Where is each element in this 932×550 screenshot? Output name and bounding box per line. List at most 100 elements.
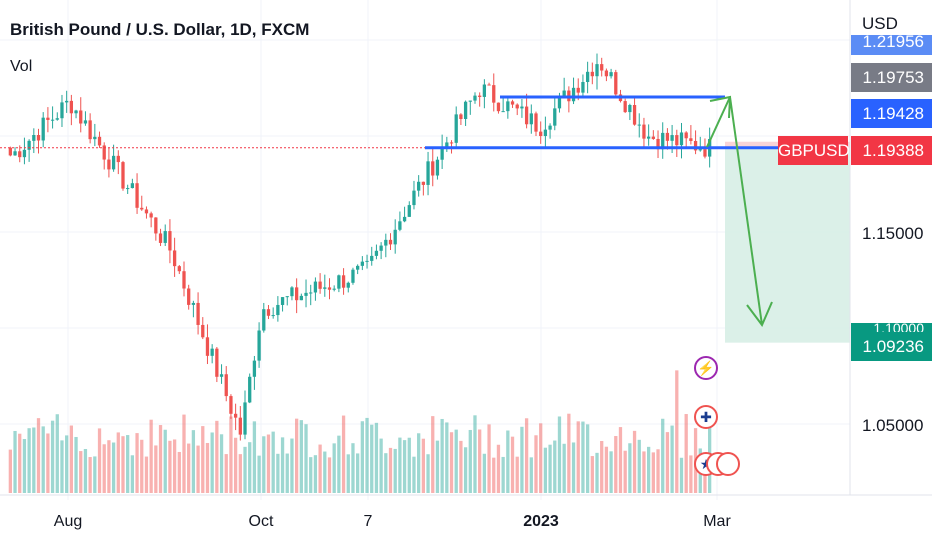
volume-bar-56 <box>271 431 275 493</box>
volume-bar-109 <box>520 426 524 493</box>
volume-bar-5 <box>32 427 36 493</box>
volume-bar-54 <box>262 436 266 493</box>
candle-137 <box>651 136 655 139</box>
volume-bar-145 <box>689 455 693 493</box>
x-tick-7: 7 <box>363 513 373 530</box>
candle-93 <box>445 142 449 147</box>
candle-96 <box>459 114 463 119</box>
candle-63 <box>304 292 308 296</box>
candle-59 <box>285 296 289 298</box>
volume-bar-105 <box>501 456 505 493</box>
candle-81 <box>388 239 393 245</box>
price-label-current: 1.19388 <box>851 136 932 165</box>
volume-bar-8 <box>46 433 50 493</box>
candle-104 <box>496 102 501 112</box>
volume-bar-48 <box>233 437 238 493</box>
volume-bar-37 <box>182 414 186 493</box>
currency-label[interactable]: USD <box>862 14 898 33</box>
candle-75 <box>360 261 364 266</box>
candle-60 <box>290 287 294 297</box>
candle-86 <box>412 190 416 206</box>
candle-2 <box>18 151 22 158</box>
candle-58 <box>280 297 285 305</box>
volume-bar-104 <box>496 444 501 493</box>
volume-bar-75 <box>360 421 364 493</box>
volume-bar-107 <box>510 436 515 493</box>
candle-118 <box>562 90 566 97</box>
candle-62 <box>299 295 303 301</box>
volume-bar-10 <box>55 414 59 493</box>
volume-bar-121 <box>576 421 580 493</box>
volume-bar-28 <box>140 439 144 493</box>
volume-bar-29 <box>144 456 149 493</box>
volume-bar-31 <box>154 445 158 493</box>
candle-44 <box>215 348 219 377</box>
volume-bar-50 <box>243 446 247 493</box>
candle-0 <box>8 147 12 156</box>
volume-bar-136 <box>646 446 651 493</box>
volume-bar-76 <box>365 417 369 493</box>
volume-bar-112 <box>534 435 538 493</box>
volume-bar-12 <box>65 435 69 493</box>
volume-bar-117 <box>557 416 562 493</box>
candle-43 <box>210 348 214 356</box>
candle-17 <box>88 120 92 140</box>
lightning-icon[interactable]: ⚡ <box>694 356 718 380</box>
candle-5 <box>32 135 36 141</box>
volume-indicator-label[interactable]: Vol <box>10 58 33 75</box>
volume-bar-83 <box>398 437 402 493</box>
candle-95 <box>454 114 458 143</box>
candle-3 <box>22 149 27 158</box>
volume-bar-19 <box>97 428 102 493</box>
candle-47 <box>229 396 233 414</box>
candle-146 <box>693 140 698 151</box>
volume-bar-59 <box>285 453 289 493</box>
target-zone <box>725 147 850 343</box>
volume-bar-3 <box>22 439 27 493</box>
volume-bar-61 <box>294 418 299 493</box>
volume-bar-4 <box>27 428 31 493</box>
candle-53 <box>257 330 261 361</box>
volume-bar-18 <box>93 456 97 493</box>
volume-bars <box>8 370 712 493</box>
candle-89 <box>426 161 430 185</box>
candle-139 <box>661 132 665 150</box>
volume-bar-113 <box>539 423 543 493</box>
candle-42 <box>205 337 210 356</box>
candle-74 <box>356 265 360 270</box>
candle-112 <box>534 113 538 132</box>
symbol-badge: GBPUSD <box>778 136 850 165</box>
volume-bar-65 <box>313 455 318 493</box>
volume-bar-30 <box>149 419 153 493</box>
us-flag-icon-stack-2[interactable] <box>716 452 740 476</box>
candle-145 <box>689 138 693 141</box>
volume-bar-14 <box>74 436 78 493</box>
price-label-stop: 1.19753 <box>851 63 932 92</box>
candle-117 <box>557 96 562 109</box>
uk-flag-icon[interactable]: ✚ <box>694 405 718 429</box>
volume-bar-133 <box>632 430 637 493</box>
candle-41 <box>201 324 205 338</box>
candle-36 <box>177 266 181 272</box>
candle-83 <box>398 221 402 230</box>
candle-79 <box>379 245 383 251</box>
volume-bar-116 <box>553 440 557 493</box>
volume-bar-93 <box>445 422 449 493</box>
candle-6 <box>36 135 41 141</box>
volume-bar-20 <box>102 444 106 493</box>
volume-bar-69 <box>332 443 336 493</box>
volume-bar-57 <box>276 453 280 493</box>
candle-101 <box>482 84 487 97</box>
candle-141 <box>670 135 674 141</box>
volume-bar-90 <box>431 416 435 493</box>
volume-bar-137 <box>651 452 655 493</box>
candle-84 <box>402 216 407 222</box>
candle-22 <box>111 155 116 170</box>
candle-103 <box>492 85 496 103</box>
candle-113 <box>539 131 543 137</box>
candle-38 <box>187 288 191 305</box>
candle-105 <box>501 111 505 113</box>
candle-138 <box>656 138 660 150</box>
candle-126 <box>600 64 604 71</box>
